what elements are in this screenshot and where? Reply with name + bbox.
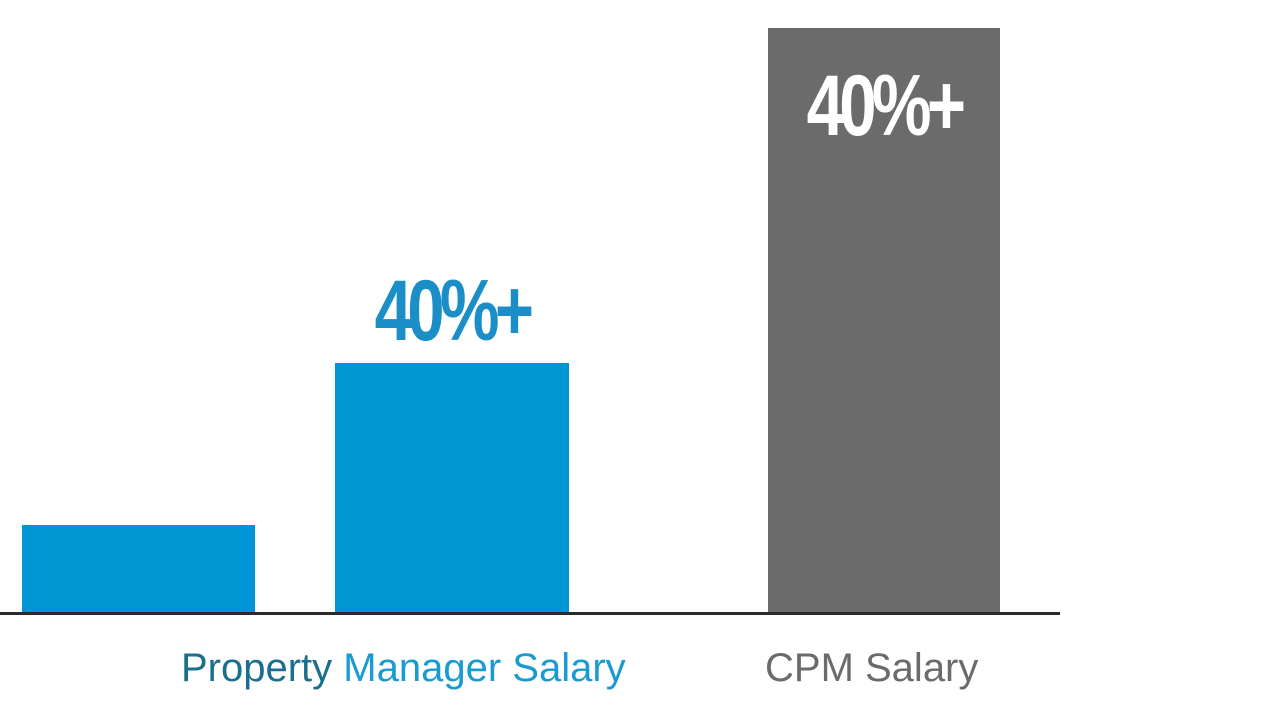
label-part-manager-salary: Manager Salary bbox=[343, 646, 626, 690]
bar-property-manager-salary bbox=[335, 363, 569, 613]
data-label-property-manager: 40%+ bbox=[374, 263, 534, 359]
bar-base-salary bbox=[22, 525, 255, 613]
data-label-cpm: 40%+ bbox=[806, 58, 966, 154]
bar-cpm-salary bbox=[768, 28, 1000, 613]
category-label-property-manager: Property Manager Salary bbox=[181, 648, 626, 688]
category-label-cpm: CPM Salary bbox=[765, 646, 979, 690]
label-part-property: Property bbox=[181, 646, 333, 690]
x-axis-line bbox=[0, 612, 1060, 615]
